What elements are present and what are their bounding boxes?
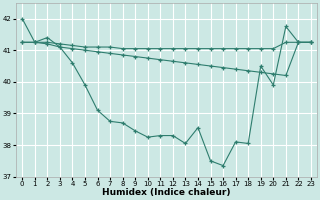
X-axis label: Humidex (Indice chaleur): Humidex (Indice chaleur): [102, 188, 231, 197]
